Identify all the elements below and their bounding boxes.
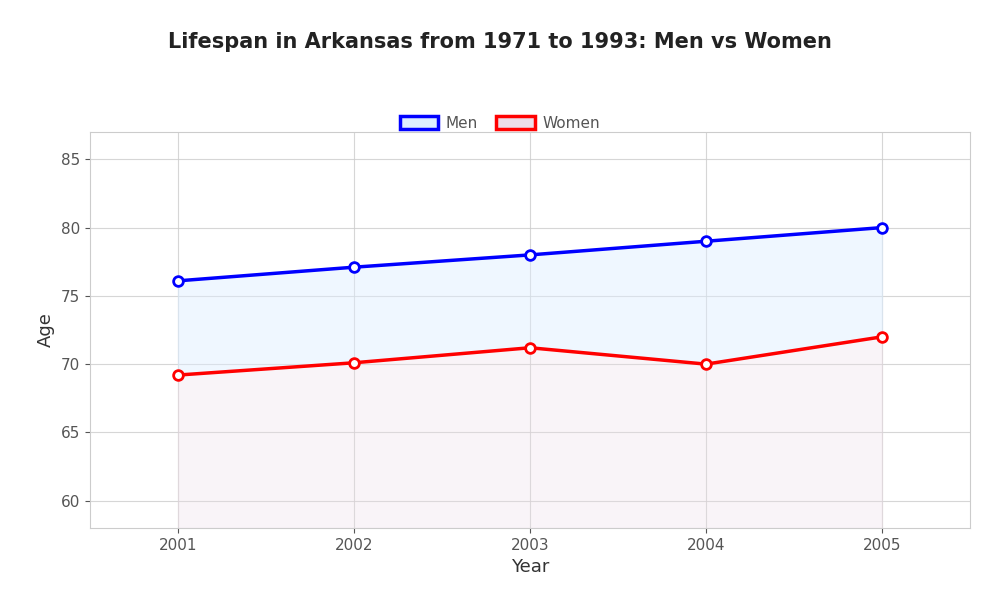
- Text: Lifespan in Arkansas from 1971 to 1993: Men vs Women: Lifespan in Arkansas from 1971 to 1993: …: [168, 32, 832, 52]
- Legend: Men, Women: Men, Women: [394, 110, 606, 137]
- X-axis label: Year: Year: [511, 558, 549, 576]
- Y-axis label: Age: Age: [37, 313, 55, 347]
